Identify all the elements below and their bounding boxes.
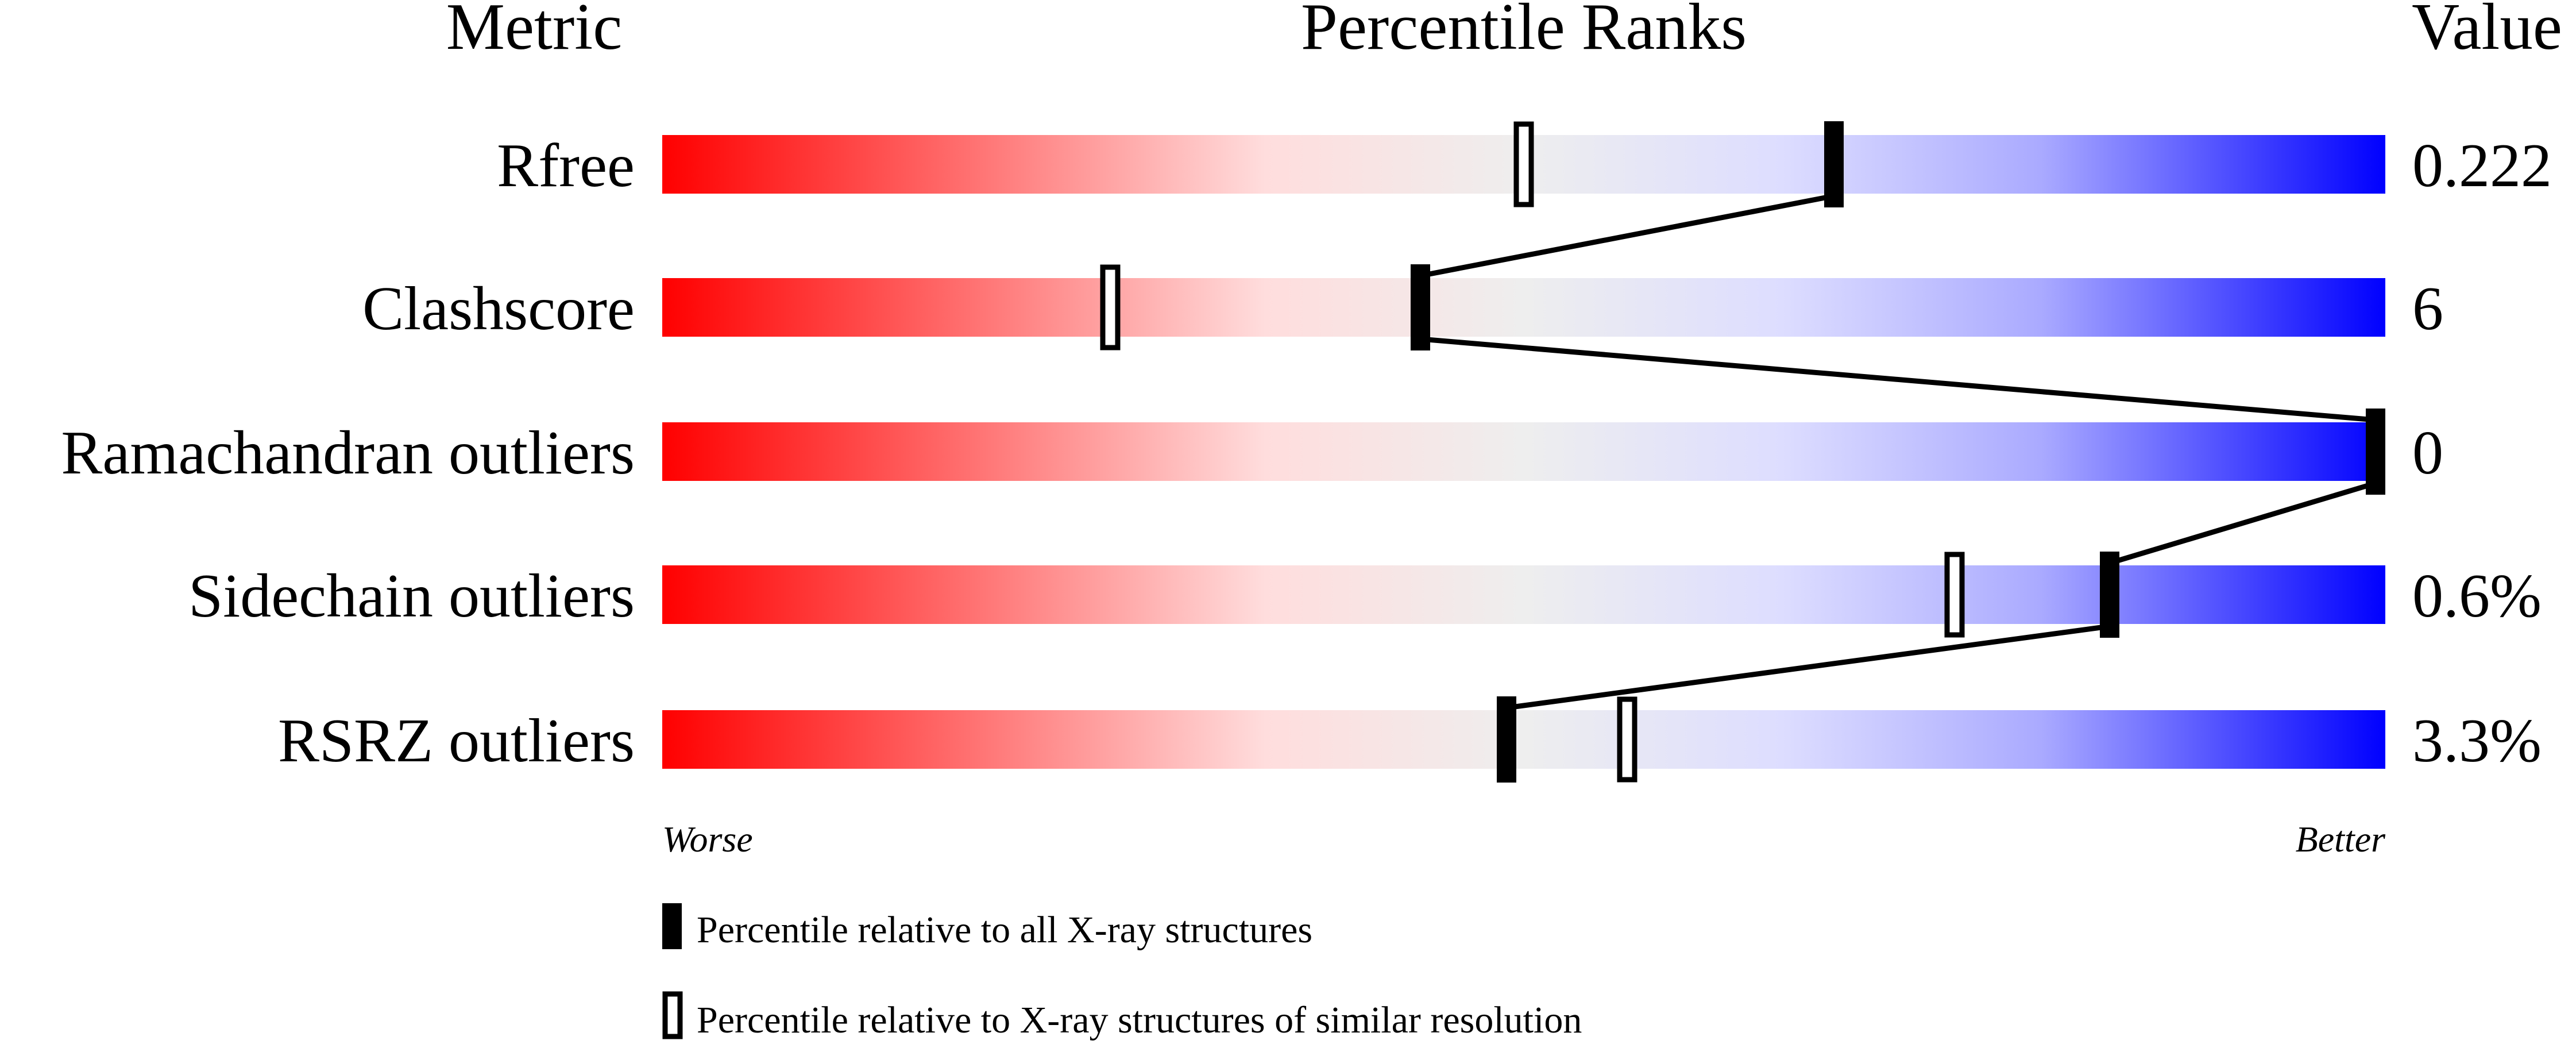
metric-value: 0.222: [2412, 132, 2552, 200]
metric-label: Rfree: [497, 132, 635, 200]
better-label: Better: [2296, 819, 2386, 860]
connector-line: [1420, 336, 2376, 423]
percentile-bar: [662, 422, 2385, 481]
metric-value: 6: [2412, 275, 2443, 343]
metric-label: Ramachandran outliers: [61, 419, 635, 487]
header-value: Value: [2412, 0, 2562, 63]
legend-similar-label: Percentile relative to X-ray structures …: [697, 999, 1582, 1041]
marker-similar-resolution: [1513, 121, 1534, 207]
metric-value: 3.3%: [2412, 707, 2542, 775]
marker-all-structures: [2100, 552, 2119, 638]
marker-similar-resolution: [1617, 696, 1637, 783]
connector-line: [1506, 623, 2110, 711]
marker-all-structures: [1497, 696, 1516, 783]
header-metric: Metric: [446, 0, 623, 63]
worse-label: Worse: [662, 819, 753, 860]
connector-line: [1420, 193, 1835, 279]
legend-all-swatch: [662, 903, 682, 949]
legend-similar-swatch: [662, 991, 683, 1039]
percentile-bar: [662, 710, 2385, 769]
legend-all-label: Percentile relative to all X-ray structu…: [697, 909, 1312, 951]
metric-value: 0.6%: [2412, 562, 2542, 630]
metric-label: RSRZ outliers: [278, 707, 635, 775]
metric-label: Clashscore: [362, 275, 635, 343]
marker-all-structures: [2366, 409, 2385, 495]
metric-value: 0: [2412, 419, 2443, 487]
marker-similar-resolution: [1100, 264, 1121, 350]
percentile-bar: [662, 278, 2385, 337]
percentile-bar: [662, 565, 2385, 624]
connector-line: [2108, 480, 2377, 566]
marker-similar-resolution: [1944, 552, 1965, 638]
header-percentile: Percentile Ranks: [1301, 0, 1747, 63]
marker-all-structures: [1411, 264, 1430, 350]
marker-all-structures: [1824, 121, 1844, 207]
metric-label: Sidechain outliers: [188, 562, 635, 630]
